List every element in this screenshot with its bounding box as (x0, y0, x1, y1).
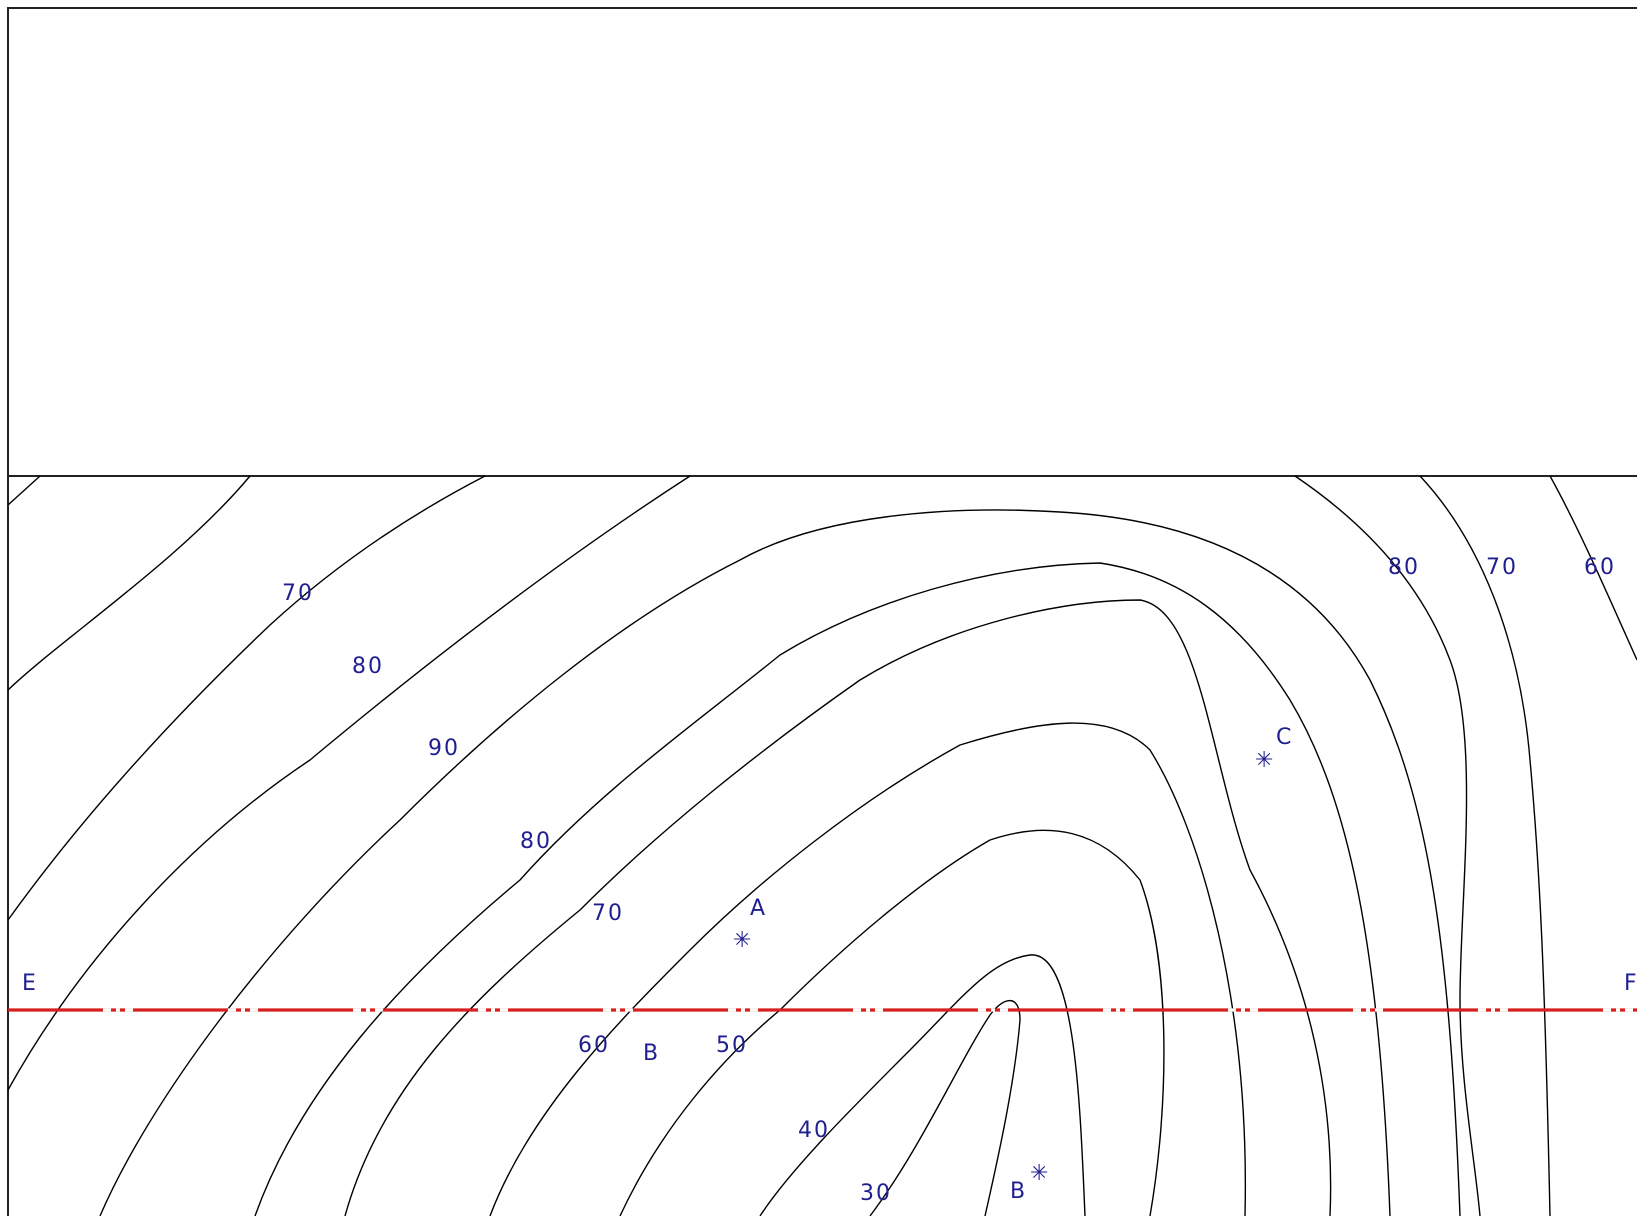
contour-label-50: 50 (716, 1033, 748, 1058)
asterisk-marker-icon: ✳ (1030, 1161, 1050, 1186)
contour-label-90: 90 (428, 736, 460, 761)
contour-label-40: 40 (798, 1118, 830, 1143)
contour-line (1419, 475, 1551, 1216)
contour-line (489, 722, 1247, 1216)
contour-label-80: 80 (520, 829, 552, 854)
contour-line (869, 999, 1021, 1216)
contour-line (344, 599, 1332, 1216)
profile-panel (7, 7, 1637, 477)
contour-line (1549, 475, 1637, 661)
contour-lines (7, 475, 1637, 1216)
contour-label-70: 70 (282, 581, 314, 606)
asterisk-marker-icon: ✳ (1255, 748, 1275, 773)
contour-label-60: 60 (1584, 555, 1616, 580)
point-label-b: B (1010, 1179, 1027, 1204)
contour-line (7, 475, 41, 506)
contour-label-70: 70 (592, 901, 624, 926)
contour-labels: 70 80 90 80 70 60 50 40 30 80 70 60 (282, 555, 1616, 1206)
contour-line (7, 475, 486, 921)
contour-label-70: 70 (1486, 555, 1518, 580)
contour-label-80: 80 (1388, 555, 1420, 580)
contour-line (254, 562, 1391, 1216)
asterisk-marker-icon: ✳ (733, 928, 753, 953)
point-label-e: E (22, 971, 38, 996)
contour-line (99, 509, 1461, 1216)
point-label-a: A (750, 896, 767, 921)
contour-line (1294, 475, 1481, 1216)
map-frame (7, 7, 1637, 1216)
contour-label-80: 80 (352, 654, 384, 679)
contour-label-60: 60 (578, 1033, 610, 1058)
contour-line (619, 829, 1165, 1216)
contour-line (7, 475, 691, 1091)
contour-line (759, 954, 1086, 1216)
point-label-f: F (1624, 971, 1637, 996)
map-points: A ✳ C ✳ B ✳ B E F (22, 725, 1637, 1204)
contour-label-30: 30 (860, 1181, 892, 1206)
contour-line (7, 475, 251, 691)
section-line-b-label: B (643, 1041, 660, 1066)
point-label-c: C (1276, 725, 1293, 750)
